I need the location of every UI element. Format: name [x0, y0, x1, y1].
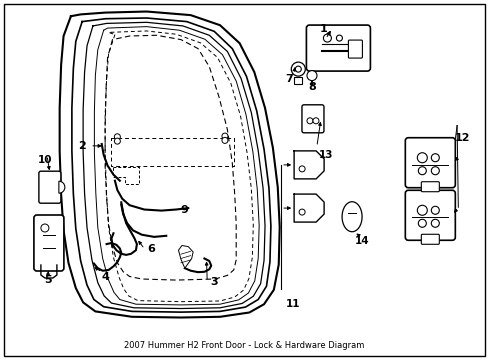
Circle shape: [306, 118, 312, 124]
Text: 2: 2: [78, 141, 86, 151]
Bar: [294, 77, 302, 84]
Polygon shape: [178, 246, 193, 268]
Circle shape: [336, 35, 342, 41]
Text: 6: 6: [147, 244, 155, 254]
Circle shape: [41, 224, 49, 232]
Circle shape: [306, 71, 316, 81]
Text: 5: 5: [44, 275, 52, 285]
Circle shape: [291, 62, 305, 76]
Circle shape: [430, 219, 438, 227]
Text: 9: 9: [180, 204, 187, 215]
Text: 10: 10: [38, 155, 52, 165]
Text: 2007 Hummer H2 Front Door - Lock & Hardware Diagram: 2007 Hummer H2 Front Door - Lock & Hardw…: [124, 341, 364, 350]
Circle shape: [416, 205, 427, 215]
Text: 13: 13: [318, 150, 333, 160]
FancyBboxPatch shape: [405, 190, 454, 240]
Text: 7: 7: [285, 74, 292, 84]
Text: 11: 11: [285, 299, 300, 309]
Text: 3: 3: [210, 276, 218, 287]
FancyBboxPatch shape: [421, 182, 438, 192]
FancyBboxPatch shape: [302, 105, 323, 133]
Circle shape: [295, 66, 301, 72]
Circle shape: [417, 219, 426, 227]
FancyBboxPatch shape: [405, 138, 454, 188]
Circle shape: [114, 134, 120, 140]
Ellipse shape: [342, 202, 361, 232]
Circle shape: [430, 167, 438, 175]
Circle shape: [222, 138, 227, 143]
Text: 4: 4: [101, 272, 109, 282]
Text: 1: 1: [319, 24, 327, 34]
Circle shape: [299, 209, 305, 215]
Wedge shape: [59, 181, 65, 193]
Text: 14: 14: [354, 236, 368, 246]
Circle shape: [222, 133, 227, 139]
FancyBboxPatch shape: [347, 40, 362, 58]
Circle shape: [430, 206, 438, 214]
Circle shape: [417, 167, 426, 175]
FancyBboxPatch shape: [306, 25, 369, 71]
Circle shape: [323, 34, 331, 42]
FancyBboxPatch shape: [34, 215, 64, 271]
Circle shape: [299, 166, 305, 172]
Circle shape: [312, 118, 318, 124]
FancyBboxPatch shape: [421, 234, 438, 244]
Circle shape: [114, 138, 120, 144]
FancyBboxPatch shape: [39, 171, 61, 203]
Text: 12: 12: [453, 132, 469, 143]
Text: 8: 8: [307, 82, 315, 92]
Circle shape: [430, 154, 438, 162]
Circle shape: [416, 153, 427, 163]
